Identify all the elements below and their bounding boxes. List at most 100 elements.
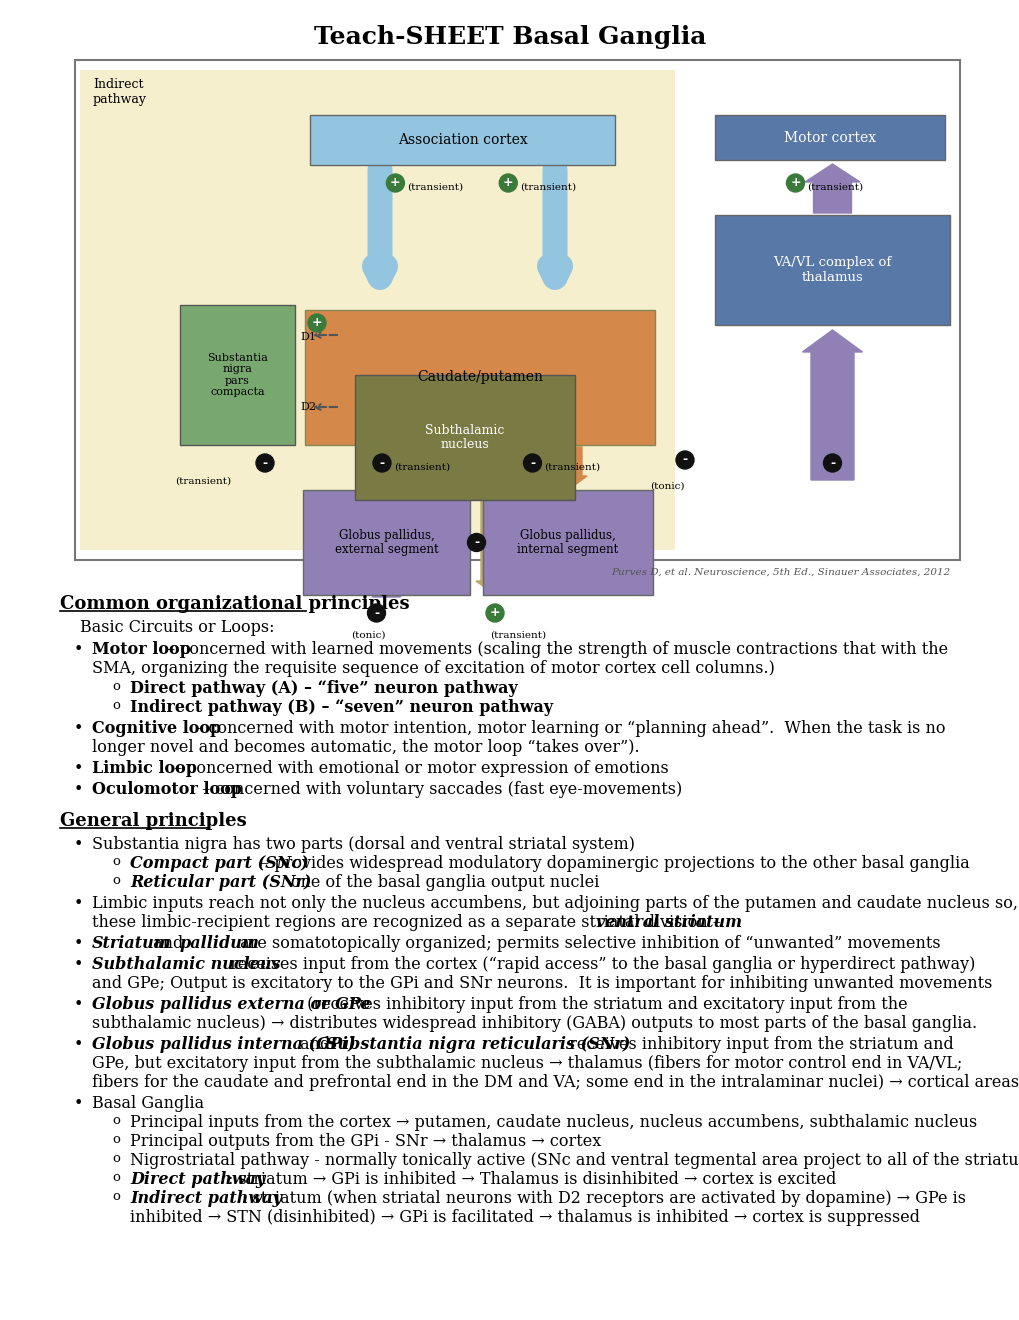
Circle shape	[467, 533, 485, 552]
FancyArrow shape	[367, 375, 406, 597]
Text: Limbic loop: Limbic loop	[92, 760, 197, 777]
Text: SMA, organizing the requisite sequence of excitation of motor cortex cell column: SMA, organizing the requisite sequence o…	[92, 660, 774, 677]
Text: Globus pallidus,
external segment: Globus pallidus, external segment	[334, 528, 438, 557]
Text: +: +	[489, 606, 500, 619]
Text: Substantia nigra reticularis (SNr): Substantia nigra reticularis (SNr)	[326, 1036, 631, 1053]
Text: +: +	[502, 177, 513, 190]
Text: Indirect pathway: Indirect pathway	[129, 1191, 281, 1206]
FancyBboxPatch shape	[179, 305, 294, 445]
FancyArrow shape	[476, 374, 514, 595]
FancyBboxPatch shape	[79, 70, 675, 550]
Text: -: -	[682, 454, 687, 466]
Text: Oculomotor loop: Oculomotor loop	[92, 781, 242, 799]
Text: ventral striatum: ventral striatum	[595, 913, 741, 931]
Text: •: •	[74, 895, 84, 912]
Text: -: -	[474, 536, 479, 549]
Text: Striatum: Striatum	[92, 935, 171, 952]
Text: Common organizational principles: Common organizational principles	[60, 595, 410, 612]
Text: pallidum: pallidum	[179, 935, 259, 952]
Text: •: •	[74, 719, 84, 737]
Text: •: •	[74, 642, 84, 657]
Text: (transient): (transient)	[489, 631, 545, 640]
Text: Indirect pathway (B) – “seven” neuron pathway: Indirect pathway (B) – “seven” neuron pa…	[129, 700, 552, 715]
FancyArrow shape	[548, 447, 586, 490]
Text: VA/VL complex of
thalamus: VA/VL complex of thalamus	[772, 256, 891, 284]
Text: (transient): (transient)	[520, 182, 576, 191]
Text: D1: D1	[300, 333, 316, 342]
Circle shape	[256, 454, 274, 473]
Text: Reticular part (SNr): Reticular part (SNr)	[129, 874, 311, 891]
Text: o: o	[112, 1191, 120, 1203]
Text: longer novel and becomes automatic, the motor loop “takes over”).: longer novel and becomes automatic, the …	[92, 739, 639, 756]
Text: +: +	[790, 177, 800, 190]
Text: Direct pathway: Direct pathway	[129, 1171, 265, 1188]
Text: Substantia
nigra
pars
compacta: Substantia nigra pars compacta	[207, 352, 268, 397]
Text: +: +	[312, 317, 322, 330]
Circle shape	[367, 605, 385, 622]
Text: -: -	[379, 457, 384, 470]
Circle shape	[386, 174, 404, 191]
Circle shape	[308, 314, 326, 333]
Text: (tonic): (tonic)	[649, 482, 684, 491]
Circle shape	[498, 174, 517, 191]
Text: Globus pallidus,
internal segment: Globus pallidus, internal segment	[517, 528, 618, 557]
Circle shape	[676, 451, 693, 469]
FancyBboxPatch shape	[483, 490, 652, 595]
Text: Teach-SHEET Basal Ganglia: Teach-SHEET Basal Ganglia	[314, 25, 705, 49]
Text: •: •	[74, 997, 84, 1012]
Text: Basic Circuits or Loops:: Basic Circuits or Loops:	[79, 619, 274, 636]
Text: Basal Ganglia: Basal Ganglia	[92, 1096, 204, 1111]
Text: and GPe; Output is excitatory to the GPi and SNr neurons.  It is important for i: and GPe; Output is excitatory to the GPi…	[92, 975, 991, 993]
Text: o: o	[112, 1114, 120, 1127]
Text: Globus pallidus externa or GPe: Globus pallidus externa or GPe	[92, 997, 370, 1012]
Text: Indirect
pathway: Indirect pathway	[93, 78, 147, 106]
Text: (transient): (transient)	[544, 462, 600, 471]
Text: Motor loop: Motor loop	[92, 642, 191, 657]
Text: (transient): (transient)	[393, 462, 449, 471]
Text: (transient): (transient)	[807, 182, 863, 191]
Text: o: o	[112, 700, 120, 711]
FancyBboxPatch shape	[714, 115, 944, 160]
Text: Nigrostriatal pathway - normally tonically active (SNc and ventral tegmental are: Nigrostriatal pathway - normally tonical…	[129, 1152, 1019, 1170]
Text: (receives inhibitory input from the striatum and excitatory input from the: (receives inhibitory input from the stri…	[302, 997, 907, 1012]
Text: o: o	[112, 874, 120, 887]
Text: Purves D, et al. Neuroscience, 5th Ed., Sinauer Associates, 2012: Purves D, et al. Neuroscience, 5th Ed., …	[610, 568, 949, 577]
Text: Association cortex: Association cortex	[397, 133, 527, 147]
Text: receives input from the cortex (“rapid access” to the basal ganglia or hyperdire: receives input from the cortex (“rapid a…	[225, 956, 974, 973]
Text: -: -	[374, 606, 379, 619]
Text: Cognitive loop: Cognitive loop	[92, 719, 221, 737]
Text: •: •	[74, 836, 84, 853]
Text: +: +	[389, 177, 400, 190]
FancyBboxPatch shape	[310, 115, 614, 165]
Text: Motor cortex: Motor cortex	[784, 131, 875, 144]
FancyArrow shape	[802, 330, 862, 480]
Circle shape	[485, 605, 503, 622]
Text: – concerned with emotional or motor expression of emotions: – concerned with emotional or motor expr…	[169, 760, 668, 777]
Text: and: and	[294, 1036, 335, 1053]
Text: and: and	[148, 935, 189, 952]
Text: : striatum → GPi is inhibited → Thalamus is disinhibited → cortex is excited: : striatum → GPi is inhibited → Thalamus…	[228, 1171, 836, 1188]
Text: General principles: General principles	[60, 812, 247, 830]
Text: (transient): (transient)	[175, 477, 231, 486]
Text: o: o	[112, 1152, 120, 1166]
Text: : striatum (when striatal neurons with D2 receptors are activated by dopamine) →: : striatum (when striatal neurons with D…	[242, 1191, 965, 1206]
Text: these limbic-recipient regions are recognized as a separate striatal division –: these limbic-recipient regions are recog…	[92, 913, 726, 931]
Text: Direct pathway (A) – “five” neuron pathway: Direct pathway (A) – “five” neuron pathw…	[129, 680, 518, 697]
Text: Subthalamic
nucleus: Subthalamic nucleus	[425, 424, 504, 451]
Circle shape	[822, 454, 841, 473]
Text: Subthalamic nucleus: Subthalamic nucleus	[92, 956, 280, 973]
FancyArrow shape	[804, 164, 859, 213]
Text: -: -	[530, 457, 535, 470]
Text: – provides widespread modulatory dopaminergic projections to the other basal gan: – provides widespread modulatory dopamin…	[256, 855, 969, 873]
Text: – concerned with voluntary saccades (fast eye-movements): – concerned with voluntary saccades (fas…	[197, 781, 682, 799]
Text: -  one of the basal ganglia output nuclei: - one of the basal ganglia output nuclei	[270, 874, 599, 891]
Text: inhibited → STN (disinhibited) → GPi is facilitated → thalamus is inhibited → co: inhibited → STN (disinhibited) → GPi is …	[129, 1209, 919, 1226]
Text: o: o	[112, 855, 120, 869]
Text: GPe, but excitatory input from the subthalamic nucleus → thalamus (fibers for mo: GPe, but excitatory input from the subth…	[92, 1055, 962, 1072]
Text: •: •	[74, 760, 84, 777]
Text: subthalamic nucleus) → distributes widespread inhibitory (GABA) outputs to most : subthalamic nucleus) → distributes wides…	[92, 1015, 976, 1032]
FancyArrow shape	[367, 447, 406, 490]
Text: Limbic inputs reach not only the nucleus accumbens, but adjoining parts of the p: Limbic inputs reach not only the nucleus…	[92, 895, 1017, 912]
Text: Principal inputs from the cortex → putamen, caudate nucleus, nucleus accumbens, : Principal inputs from the cortex → putam…	[129, 1114, 976, 1131]
Text: -: -	[262, 457, 267, 470]
